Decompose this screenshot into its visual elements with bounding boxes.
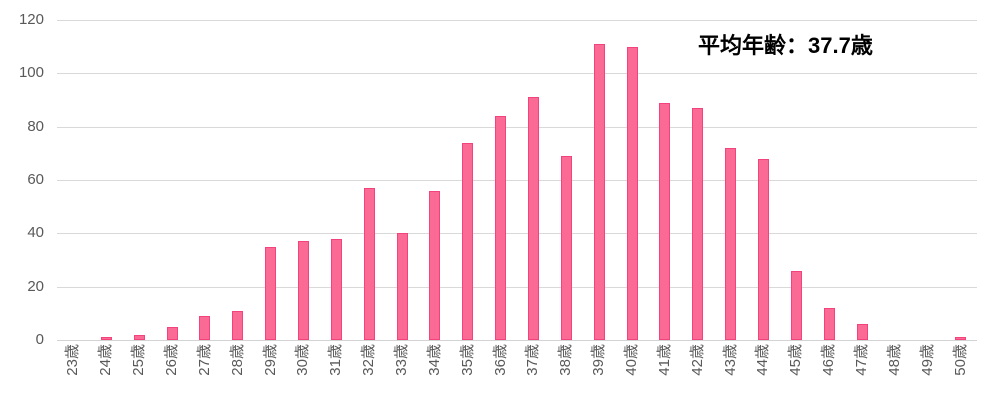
x-tick-label-27歳: 27歳: [195, 344, 213, 376]
plot-area: [57, 20, 977, 341]
x-tick-label-33歳: 33歳: [393, 344, 410, 376]
y-tick-label-100: 100: [18, 64, 44, 82]
bar-29歳: [265, 246, 277, 340]
bar-31歳: [330, 238, 342, 340]
bar-32歳: [363, 188, 375, 340]
bar-33歳: [396, 233, 408, 340]
bar-30歳: [297, 241, 309, 340]
x-tick-label-25歳: 25歳: [130, 344, 148, 376]
gridline-60: [57, 180, 977, 181]
y-tick-label-60: 60: [27, 171, 44, 188]
x-tick-label-46歳: 46歳: [820, 344, 838, 376]
x-tick-label-50歳: 50歳: [951, 344, 969, 376]
bar-46歳: [823, 308, 835, 340]
bar-38歳: [560, 156, 572, 340]
bar-36歳: [495, 116, 507, 340]
x-tick-label-31歳: 31歳: [327, 344, 345, 376]
x-tick-label-23歳: 23歳: [64, 344, 82, 376]
bar-44歳: [757, 158, 769, 340]
gridline-0: [57, 340, 977, 341]
x-tick-label-36歳: 36歳: [491, 344, 509, 376]
bar-28歳: [232, 310, 244, 340]
x-tick-label-45歳: 45歳: [787, 344, 805, 376]
average-age-annotation: 平均年齢：37.7歳: [698, 33, 873, 58]
x-tick-label-37歳: 37歳: [524, 344, 542, 376]
x-tick-label-42歳: 42歳: [688, 344, 706, 376]
bar-40歳: [626, 46, 638, 340]
x-tick-label-26歳: 26歳: [163, 344, 180, 376]
x-tick-label-49歳: 49歳: [918, 344, 936, 376]
bar-24歳: [100, 337, 112, 340]
x-tick-label-44歳: 44歳: [754, 344, 772, 376]
x-tick-label-32歳: 32歳: [360, 344, 378, 376]
x-tick-label-38歳: 38歳: [557, 344, 575, 376]
y-tick-label-80: 80: [27, 117, 44, 135]
x-tick-label-35歳: 35歳: [458, 344, 476, 376]
bar-41歳: [659, 102, 671, 340]
gridline-80: [57, 126, 977, 128]
bar-43歳: [725, 148, 737, 340]
x-tick-label-48歳: 48歳: [885, 344, 903, 376]
bar-34歳: [429, 190, 441, 340]
bar-35歳: [462, 142, 474, 340]
bar-37歳: [527, 97, 539, 340]
y-tick-label-20: 20: [27, 277, 44, 295]
gridline-20: [57, 286, 977, 288]
x-tick-label-47歳: 47歳: [853, 344, 870, 376]
bar-50歳: [955, 337, 967, 340]
bar-26歳: [166, 326, 178, 340]
y-tick-label-120: 120: [18, 11, 44, 28]
x-tick-label-39歳: 39歳: [590, 344, 608, 376]
x-tick-label-43歳: 43歳: [721, 344, 739, 376]
x-tick-label-24歳: 24歳: [97, 344, 115, 376]
bar-42歳: [692, 108, 704, 340]
y-tick-label-40: 40: [27, 224, 44, 242]
y-tick-label-0: 0: [35, 331, 44, 348]
bar-39歳: [593, 44, 605, 340]
x-tick-label-40歳: 40歳: [623, 344, 640, 376]
bar-27歳: [199, 316, 211, 340]
gridline-100: [57, 73, 977, 75]
gridline-40: [57, 233, 977, 235]
bar-45歳: [790, 270, 802, 340]
bar-25歳: [133, 334, 145, 340]
bar-47歳: [856, 324, 868, 340]
x-tick-label-41歳: 41歳: [655, 344, 673, 376]
x-tick-label-29歳: 29歳: [261, 344, 279, 376]
gridline-120: [57, 20, 977, 21]
x-tick-label-30歳: 30歳: [294, 344, 312, 376]
x-tick-label-28歳: 28歳: [228, 344, 246, 376]
x-tick-label-34歳: 34歳: [425, 344, 443, 376]
